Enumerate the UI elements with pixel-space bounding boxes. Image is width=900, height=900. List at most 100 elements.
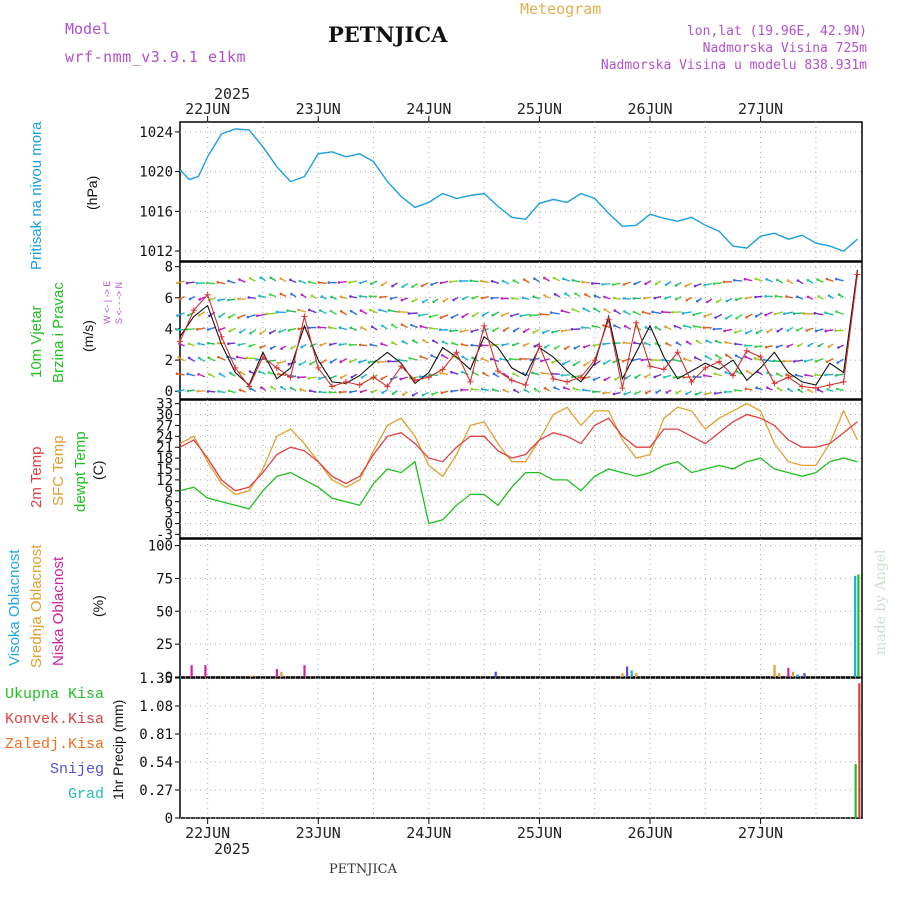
wind-arrow-head	[482, 371, 485, 375]
wind-arrow-head	[776, 278, 779, 282]
wind-arrow-head	[452, 298, 455, 302]
wind-arrow-head	[391, 284, 394, 288]
wind-arrow-head	[653, 296, 657, 300]
wind-arrow-head	[632, 297, 636, 300]
wind-gust-marker	[660, 366, 667, 373]
cloud-ytick-label: 100	[148, 539, 173, 555]
wind-arrow-head	[519, 314, 523, 318]
wind-panel-frame	[179, 261, 863, 400]
wind-arrow-head	[259, 276, 262, 279]
wind-gust-marker	[190, 307, 197, 314]
wind-gust-marker	[218, 333, 225, 340]
wind-gust-marker	[812, 385, 819, 392]
wind-arrow-head	[380, 342, 383, 346]
year-top: 2025	[214, 85, 251, 103]
wind-arrow-head	[713, 392, 717, 395]
cloud-panel-frame	[179, 538, 863, 678]
wind-arrow-head	[835, 310, 838, 313]
date-tick-bottom: 25JUN	[517, 824, 562, 842]
wind-arrow-head	[400, 323, 404, 326]
wind-gust-marker	[674, 349, 681, 356]
wind-arrow-head	[299, 388, 302, 391]
cloud-bar	[275, 669, 278, 677]
wind-arrow-head	[310, 294, 314, 298]
wind-arrow	[359, 359, 368, 363]
temperature-ytick-label: 9	[165, 484, 173, 500]
wind-arrow-head	[744, 344, 747, 347]
wind-arrow-head	[723, 390, 727, 394]
wind-arrow-head	[216, 280, 220, 284]
wind-arrow-head	[379, 295, 382, 299]
wind-arrow-head	[411, 285, 414, 289]
wind-arrow-head	[632, 310, 636, 314]
wind-arrow-head	[814, 329, 818, 333]
wind-arrow-head	[704, 392, 707, 396]
wind-arrow	[398, 359, 408, 362]
wind-arrow-head	[695, 299, 699, 303]
wind-arrow-head	[562, 386, 566, 389]
wind-arrow-head	[521, 296, 525, 300]
wind-arrow-head	[512, 343, 515, 347]
wind-arrow-head	[602, 342, 605, 346]
wind-arrow-head	[469, 279, 473, 283]
wind-speed-line	[179, 269, 858, 386]
cloud-bar	[280, 671, 283, 677]
wind-arrow-head	[682, 376, 685, 379]
wind-arrow-head	[665, 391, 669, 394]
wind-arrow-head	[695, 339, 699, 343]
wind-arrow-head	[725, 299, 729, 303]
wind-arrow-head	[685, 340, 689, 344]
wind-arrow-head	[370, 390, 374, 394]
wind-arrow-head	[562, 362, 565, 366]
wind-arrow-head	[591, 324, 595, 328]
wind-arrow-head	[309, 362, 312, 366]
wind-arrow-head	[480, 357, 484, 360]
wind-arrow-head	[824, 311, 827, 314]
cloud-bar	[494, 671, 497, 677]
wind-arrow-head	[825, 277, 829, 281]
wind-arrow-head	[197, 314, 201, 317]
wind-arrow-head	[360, 326, 363, 329]
wind-gust-marker	[287, 374, 294, 381]
pressure-ytick-label: 1016	[139, 204, 173, 220]
page-title: PETNJICA	[328, 22, 448, 47]
wind-arrow	[632, 357, 641, 361]
wind-arrow-head	[290, 292, 293, 296]
wind-arrow-head	[673, 324, 677, 328]
wind-gust-marker	[536, 343, 543, 350]
wind-arrow-head	[378, 308, 381, 312]
wind-arrow-head	[805, 329, 809, 332]
wind-arrow-head	[307, 377, 311, 380]
wind-arrow-head	[481, 314, 485, 317]
date-tick-top: 25JUN	[517, 100, 562, 118]
wind-arrow-head	[450, 370, 453, 374]
date-tick-bottom: 27JUN	[738, 824, 783, 842]
wind-arrow	[398, 310, 408, 313]
wind-arrow-head	[277, 372, 280, 376]
wind-ytick-label: 8	[165, 260, 173, 276]
wind-arrow-head	[237, 316, 240, 319]
temperature-ytick-label: 30	[156, 408, 173, 424]
wind-arrow-head	[208, 314, 211, 318]
wind-arrow-head	[824, 329, 828, 333]
wind-arrow-head	[206, 390, 210, 393]
cloud-bar	[787, 667, 790, 677]
wind-arrow-head	[614, 377, 617, 381]
wind-arrow-head	[522, 330, 526, 333]
wind-arrow-head	[502, 388, 506, 392]
wind-arrow-head	[380, 283, 384, 287]
wind-arrow-head	[432, 339, 435, 343]
wind-arrow-head	[804, 373, 807, 377]
wind-arrow-head	[227, 316, 231, 319]
wind-arrow	[207, 282, 216, 285]
wind-arrow-head	[644, 391, 648, 395]
precip-ytick-label: 0	[165, 811, 173, 827]
wind-arrow-head	[419, 325, 423, 328]
wind-arrow-head	[664, 283, 668, 286]
wind-arrow-head	[300, 345, 303, 349]
wind-arrow-head	[724, 340, 727, 344]
wind-arrow-head	[612, 360, 616, 364]
wind-arrow-head	[692, 313, 696, 317]
wind-arrow-head	[420, 284, 424, 288]
wind-arrow	[530, 314, 540, 317]
